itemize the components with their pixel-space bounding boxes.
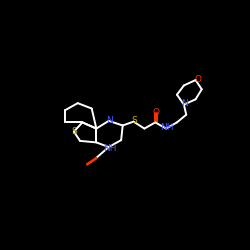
Text: NH: NH bbox=[104, 144, 117, 153]
Text: O: O bbox=[152, 108, 160, 117]
Text: S: S bbox=[132, 116, 137, 125]
Text: NH: NH bbox=[160, 123, 173, 132]
Text: O: O bbox=[194, 75, 202, 84]
Text: N: N bbox=[106, 116, 113, 124]
Text: N: N bbox=[181, 100, 188, 108]
Text: S: S bbox=[71, 127, 77, 136]
